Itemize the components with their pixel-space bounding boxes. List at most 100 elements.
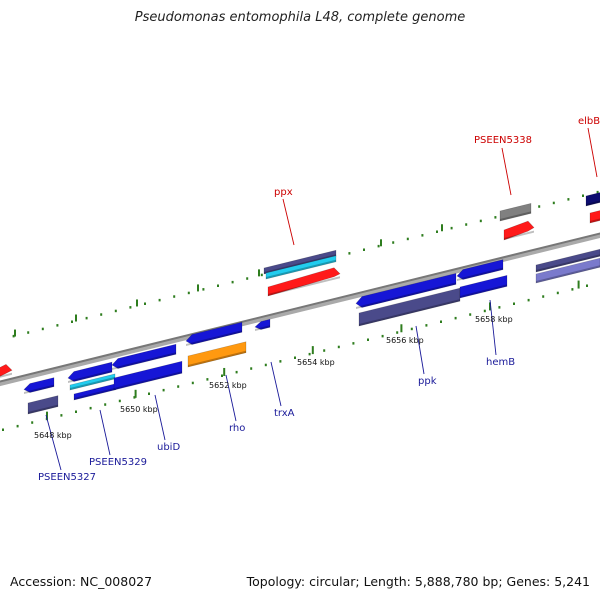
gene-feature-pseen5329-track2[interactable] bbox=[73, 383, 117, 401]
scale-tick bbox=[577, 280, 580, 289]
leader-line bbox=[501, 147, 512, 196]
gene-feature-elbb[interactable] bbox=[589, 209, 600, 224]
scale-label: 5650 kbp bbox=[120, 405, 158, 414]
leader-line bbox=[154, 394, 166, 441]
gene-feature-pseen5329[interactable] bbox=[67, 361, 113, 382]
gene-feature-pseen5338[interactable] bbox=[503, 220, 535, 241]
guide-dot bbox=[41, 327, 44, 331]
guide-dot bbox=[513, 302, 515, 305]
gene-feature-shade bbox=[500, 211, 531, 221]
gene-label-hemb[interactable]: hemB bbox=[486, 357, 515, 368]
gene-feature-rho-track[interactable] bbox=[187, 341, 247, 368]
guide-dot bbox=[406, 237, 409, 241]
gene-feature-trxa[interactable] bbox=[254, 318, 271, 330]
gene-feature-shade bbox=[255, 325, 270, 331]
gene-feature-ppk-track[interactable] bbox=[358, 287, 461, 327]
guide-dot bbox=[118, 399, 121, 403]
gene-feature-shade bbox=[28, 404, 58, 414]
guide-dot bbox=[348, 252, 351, 255]
gene-feature-shade bbox=[186, 330, 242, 346]
guide-dot bbox=[187, 291, 190, 295]
gene-feature-ubid-track[interactable] bbox=[113, 360, 183, 391]
gene-feature-ubid[interactable] bbox=[111, 343, 177, 369]
guide-dot bbox=[377, 244, 380, 248]
gene-feature-elbb-track[interactable] bbox=[585, 191, 600, 207]
guide-dot bbox=[75, 410, 77, 414]
guide-dot bbox=[450, 226, 453, 230]
gene-label-ppx[interactable]: ppx bbox=[274, 187, 293, 198]
scale-label: 5658 kbp bbox=[475, 315, 513, 324]
guide-dot bbox=[494, 216, 497, 219]
gene-feature-shade bbox=[70, 376, 115, 390]
gene-feature-rho[interactable] bbox=[185, 321, 243, 345]
gene-feature-ppx[interactable] bbox=[267, 267, 341, 297]
gene-feature-shade bbox=[356, 282, 456, 309]
gene-feature-pseen5327[interactable] bbox=[23, 377, 55, 393]
guide-dot bbox=[542, 295, 545, 298]
gene-label-elbb[interactable]: elbB bbox=[578, 116, 600, 127]
guide-dot bbox=[436, 230, 438, 233]
leader-line bbox=[489, 299, 497, 356]
gene-features bbox=[0, 191, 600, 415]
leader-line bbox=[587, 127, 598, 178]
guide-dot bbox=[191, 381, 194, 385]
gene-label-trxa[interactable]: trxA bbox=[274, 408, 295, 419]
gene-feature-shade bbox=[114, 371, 182, 390]
guide-dot bbox=[552, 201, 555, 205]
guide-dot bbox=[56, 324, 59, 327]
gene-feature-shade bbox=[457, 267, 503, 281]
gene-label-rho[interactable]: rho bbox=[229, 423, 245, 434]
gene-feature-shade bbox=[112, 352, 176, 370]
guide-dot bbox=[454, 316, 457, 320]
guide-dot bbox=[279, 360, 282, 363]
gene-feature-ppx-track2[interactable] bbox=[265, 255, 337, 280]
leader-line bbox=[99, 409, 111, 456]
gene-label-ubid[interactable]: ubiD bbox=[157, 442, 180, 453]
guide-dot bbox=[586, 284, 588, 287]
guide-dot bbox=[425, 324, 428, 327]
guide-dot bbox=[294, 356, 296, 359]
gene-feature-hemb[interactable] bbox=[456, 259, 504, 280]
guide-dot bbox=[337, 345, 340, 349]
guide-dot bbox=[27, 331, 30, 334]
guide-dot bbox=[100, 313, 103, 316]
guide-dot bbox=[173, 295, 176, 298]
gene-feature-shade bbox=[586, 200, 600, 206]
guide-dot bbox=[556, 291, 559, 295]
scale-label: 5652 kbp bbox=[209, 381, 247, 390]
genome-backbone bbox=[0, 232, 600, 387]
gene-feature-shade bbox=[188, 350, 246, 367]
leader-line bbox=[45, 414, 62, 471]
scale-label: 5656 kbp bbox=[386, 336, 424, 345]
gene-feature-ppk[interactable] bbox=[355, 272, 457, 308]
gene-feature-shade bbox=[504, 230, 534, 240]
gene-label-ppk[interactable]: ppk bbox=[418, 376, 437, 387]
guide-dot bbox=[440, 320, 442, 323]
gene-feature-track[interactable] bbox=[535, 257, 600, 284]
guide-dot bbox=[148, 392, 150, 396]
gene-feature-shade bbox=[68, 370, 112, 383]
guide-dot bbox=[527, 298, 530, 302]
guide-dot bbox=[231, 280, 234, 284]
gene-feature-shade bbox=[266, 259, 336, 279]
scale-tick bbox=[14, 329, 16, 337]
guide-dot bbox=[352, 342, 355, 345]
guide-dot bbox=[16, 424, 19, 428]
guide-dot bbox=[71, 320, 73, 323]
gene-label-pseen5338[interactable]: PSEEN5338 bbox=[474, 135, 532, 146]
guide-dot bbox=[363, 248, 365, 251]
gene-feature-shade bbox=[460, 284, 507, 298]
gene-feature-red[interactable] bbox=[0, 363, 13, 379]
gene-feature-pseen5327-track[interactable] bbox=[27, 395, 59, 415]
guide-dot bbox=[177, 385, 180, 388]
label-leader-lines bbox=[45, 127, 598, 471]
scale-tick bbox=[400, 324, 403, 333]
gene-label-pseen5329[interactable]: PSEEN5329 bbox=[89, 457, 147, 468]
gene-feature-track[interactable] bbox=[535, 248, 600, 273]
guide-dot bbox=[410, 327, 413, 331]
genome-summary-text: Topology: circular; Length: 5,888,780 bp… bbox=[246, 574, 590, 589]
gene-label-pseen5327[interactable]: PSEEN5327 bbox=[38, 472, 96, 483]
gene-feature-hemb-track[interactable] bbox=[459, 275, 508, 299]
gene-feature-pseen5338-track[interactable] bbox=[499, 202, 532, 222]
